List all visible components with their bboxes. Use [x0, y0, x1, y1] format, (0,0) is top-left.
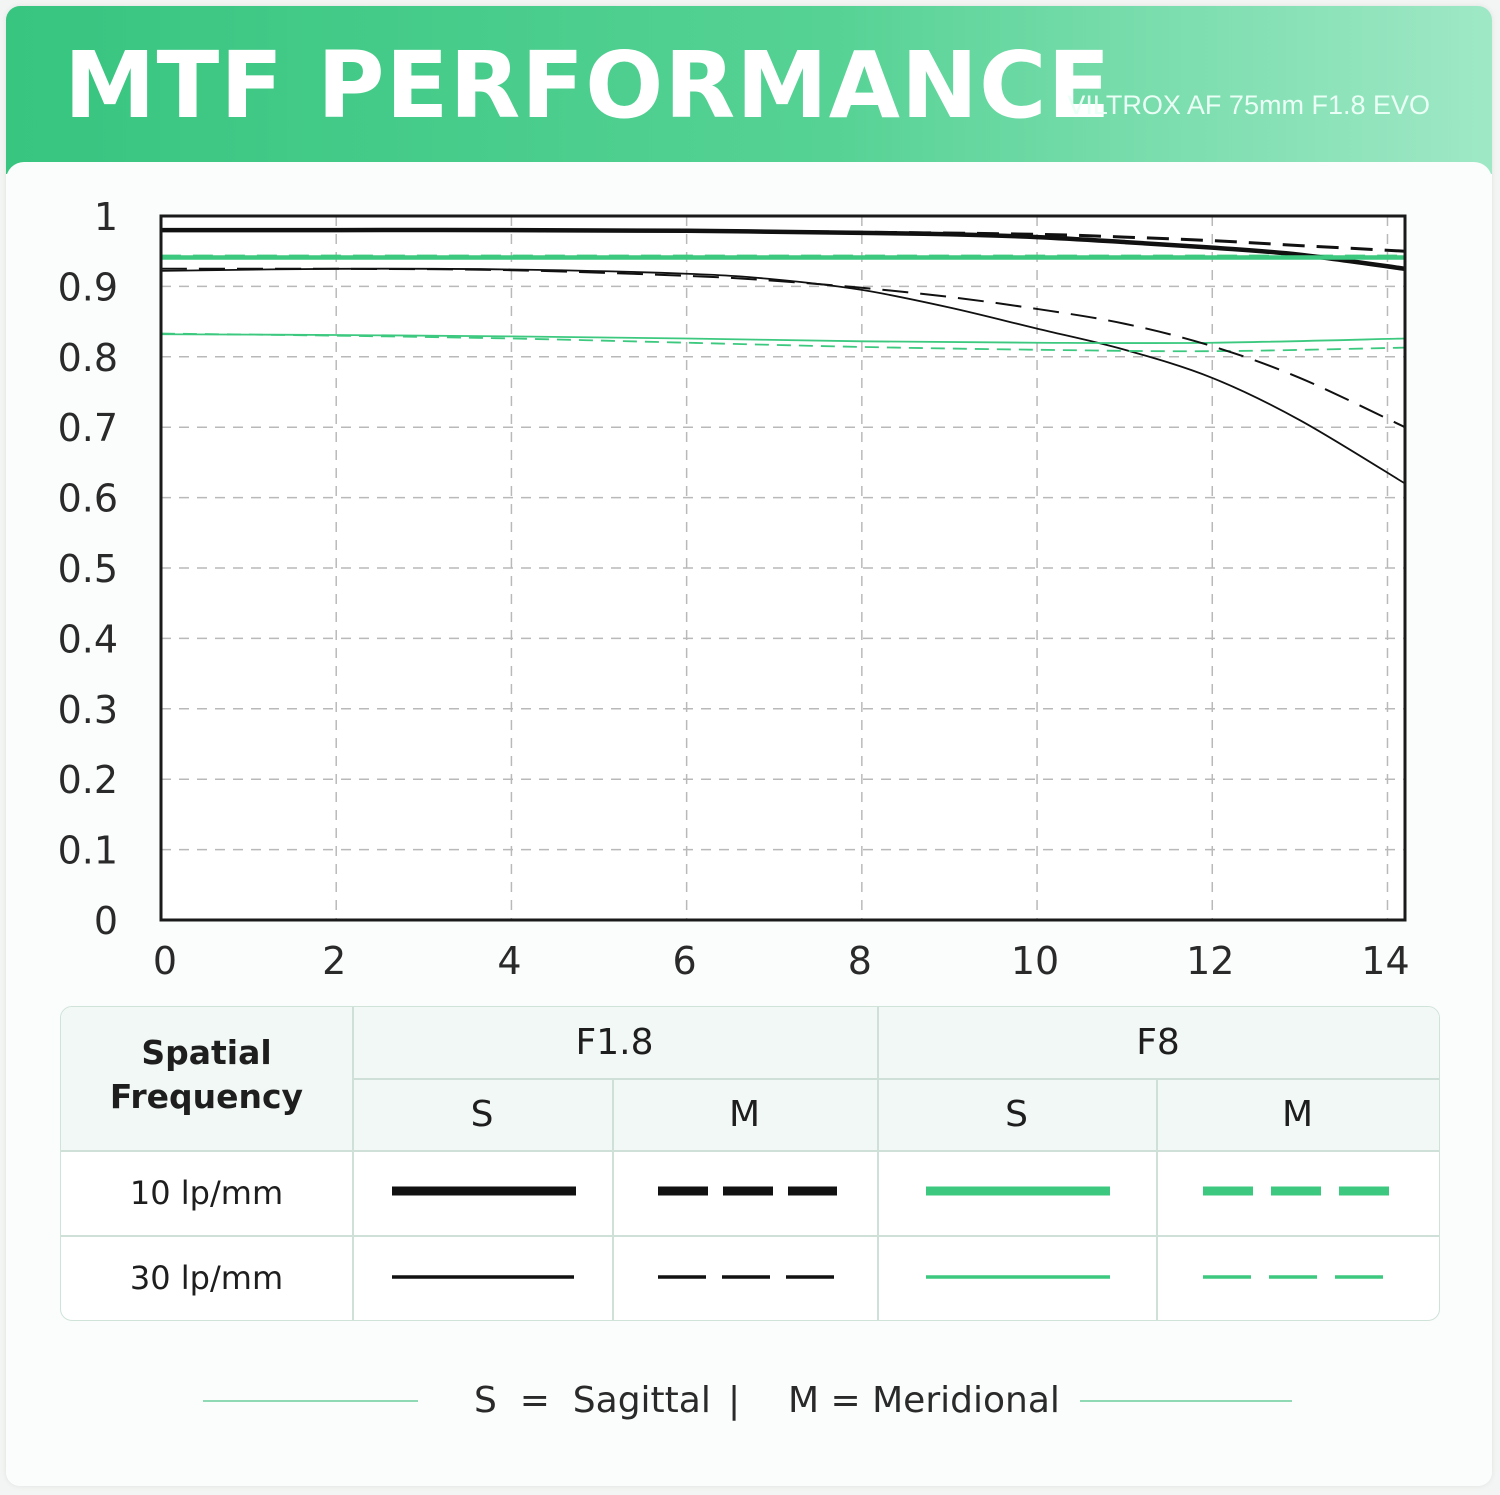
aperture-header-f8: F8 [1136, 1022, 1180, 1063]
legend-divider [877, 1007, 879, 1320]
x-tick-label: 12 [1186, 939, 1234, 983]
y-tick-label: 0.5 [58, 547, 118, 591]
y-tick-label: 0 [94, 899, 118, 943]
aperture-header-f18: F1.8 [575, 1022, 654, 1063]
y-tick-label: 0.7 [58, 406, 118, 450]
y-tick-label: 0.4 [58, 617, 118, 661]
row-label-10lp: 10 lp/mm [129, 1173, 284, 1212]
series-line-F8-30-S [160, 333, 1406, 344]
page-title: MTF PERFORMANCE [64, 32, 1112, 139]
legend-line-samples [392, 1186, 1389, 1279]
x-tick-label: 0 [153, 939, 177, 983]
sagittal-key: S = Sagittal [474, 1380, 711, 1421]
series-line-F18-10-S [161, 227, 1406, 272]
header-banner: MTF PERFORMANCE VILTROX AF 75mm F1.8 EVO [6, 6, 1492, 174]
sm-header-f8-s: S [1005, 1093, 1028, 1135]
y-tick-label: 0.2 [58, 758, 118, 802]
sm-header-f18-s: S [470, 1093, 494, 1135]
x-tick-label: 2 [322, 939, 346, 983]
plot-frame [159, 214, 1407, 922]
legend-divider [61, 1150, 1439, 1152]
footer-rule-left [203, 1400, 418, 1402]
series-line-F18-30-M [160, 267, 1406, 429]
legend-divider [612, 1078, 614, 1320]
y-tick-label: 0.6 [58, 477, 118, 521]
spatial-frequency-header: Spatial Frequency [109, 1032, 304, 1116]
meridional-key: M = Meridional [788, 1380, 1060, 1421]
key-separator: | [728, 1380, 741, 1421]
sm-header-f8-m: M [1281, 1093, 1314, 1135]
x-tick-label: 6 [673, 939, 697, 983]
footer-key: S = Sagittal | M = Meridional [0, 1380, 1500, 1430]
y-tick-label: 0.8 [58, 336, 118, 380]
x-tick-label: 4 [497, 939, 521, 983]
legend-divider [352, 1007, 354, 1320]
mtf-chart: 00.10.20.30.40.50.60.70.80.910 2 4 6 8 10 12 14 [58, 195, 1410, 983]
x-tick-label: 10 [1011, 939, 1059, 983]
sm-header-f18-m: M [728, 1093, 761, 1135]
lens-model-subtitle: VILTROX AF 75mm F1.8 EVO [1067, 90, 1430, 120]
y-tick-label: 0.3 [58, 688, 118, 732]
footer-rule-right [1080, 1400, 1292, 1402]
y-tick-label: 0.9 [58, 265, 118, 309]
legend-divider [352, 1078, 1439, 1080]
x-tick-label: 14 [1361, 939, 1409, 983]
y-tick-label: 0.1 [58, 829, 118, 873]
legend-divider [61, 1235, 1439, 1237]
x-tick-label: 8 [848, 939, 872, 983]
legend-divider [1156, 1078, 1158, 1320]
y-tick-label: 1 [94, 195, 118, 239]
row-label-30lp: 30 lp/mm [129, 1258, 284, 1297]
legend-table: Spatial Frequency F1.8 F8 S M S M 10 lp/… [60, 1006, 1440, 1321]
